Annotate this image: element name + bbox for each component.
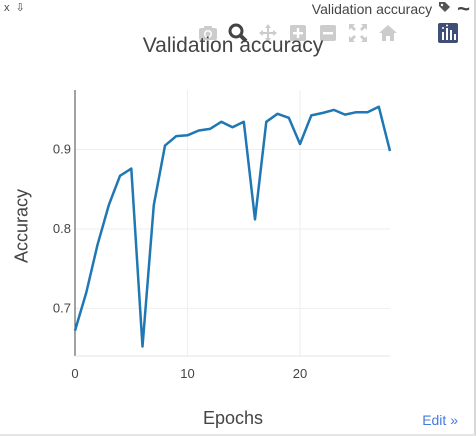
tilde-menu-icon[interactable]: ~ [457,0,470,21]
chart-title: Validation accuracy [142,34,324,57]
series-line[interactable] [73,105,392,348]
autoscale-icon[interactable] [346,22,370,44]
plotly-logo-icon[interactable] [436,22,460,44]
window-title-bar: Validation accuracy ~ [311,0,470,21]
zoom-in-icon[interactable] [286,22,310,44]
y-tick-label: 0.8 [53,221,71,236]
window-title: Validation accuracy [311,1,433,17]
tick-labels: 0 10 20 0.7 0.8 0.9 [53,142,307,381]
zoom-out-icon[interactable] [316,22,340,44]
pan-icon[interactable] [256,22,280,44]
y-tick-label: 0.9 [53,142,71,157]
grid-lines [74,90,390,356]
window-controls: x ⇩ [4,2,25,14]
plot-modebar [196,22,406,44]
camera-icon[interactable] [196,22,220,44]
edit-link[interactable]: Edit » [422,412,458,428]
home-icon[interactable] [376,22,400,44]
x-axis-title: Epochs [202,408,264,428]
x-tick-label: 10 [180,366,194,381]
close-button[interactable]: x [4,2,10,14]
x-tick-label: 0 [71,366,78,381]
y-axis-title: Accuracy [11,188,32,264]
tag-icon[interactable] [438,1,451,17]
zoom-icon[interactable] [226,22,250,44]
y-tick-label: 0.7 [53,300,71,315]
x-tick-label: 20 [293,366,307,381]
series-lines [73,105,392,348]
axes [74,90,390,357]
pin-button[interactable]: ⇩ [15,2,25,14]
